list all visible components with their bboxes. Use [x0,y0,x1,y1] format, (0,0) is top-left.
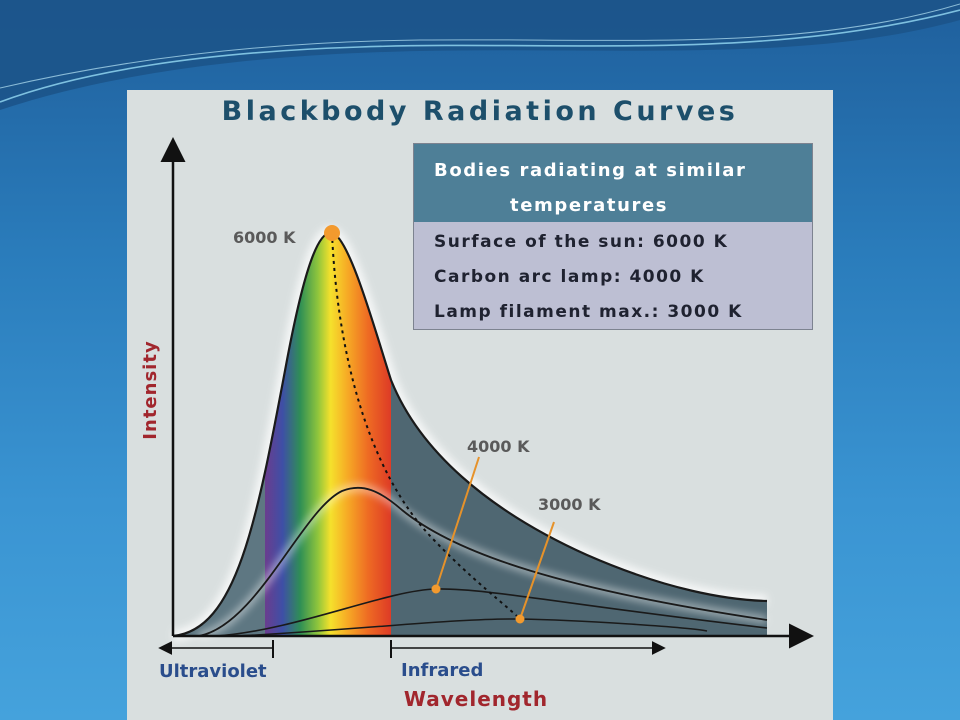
legend-header-line-1: Bodies radiating at similar [434,160,747,181]
legend-header: Bodies radiating at similar temperatures [414,144,812,222]
peak-marker-3000k [515,614,525,624]
ultraviolet-label: Ultraviolet [159,661,267,682]
y-axis-label: Intensity [140,340,161,439]
curve-3000k-tail [236,618,708,637]
peak-marker-6000k [324,225,340,241]
legend: Bodies radiating at similar temperatures… [413,143,813,330]
legend-body: Surface of the sun: 6000 K Carbon arc la… [414,222,812,329]
curve-6000k [172,231,768,638]
legend-entry-filament: Lamp filament max.: 3000 K [434,302,743,322]
peak-locus-dotted-line [331,232,521,620]
chart-panel: Blackbody Radiation Curves [127,90,833,720]
x-axis-label: Wavelength [404,687,548,711]
legend-entry-carbon-arc: Carbon arc lamp: 4000 K [434,267,705,287]
legend-entry-sun: Surface of the sun: 6000 K [434,232,729,252]
series-label-4000k: 4000 K [467,437,530,456]
chart-title: Blackbody Radiation Curves [221,96,739,127]
leader-line-4000k [435,456,480,590]
visible-spectrum-band [265,232,391,636]
infrared-label: Infrared [401,660,483,681]
curve-4000k [198,486,768,637]
legend-header-line-2: temperatures [510,195,669,216]
leader-line-3000k [519,521,555,620]
series-label-3000k: 3000 K [538,495,601,514]
peak-marker-4000k [431,584,441,594]
series-label-6000k: 6000 K [233,228,296,247]
